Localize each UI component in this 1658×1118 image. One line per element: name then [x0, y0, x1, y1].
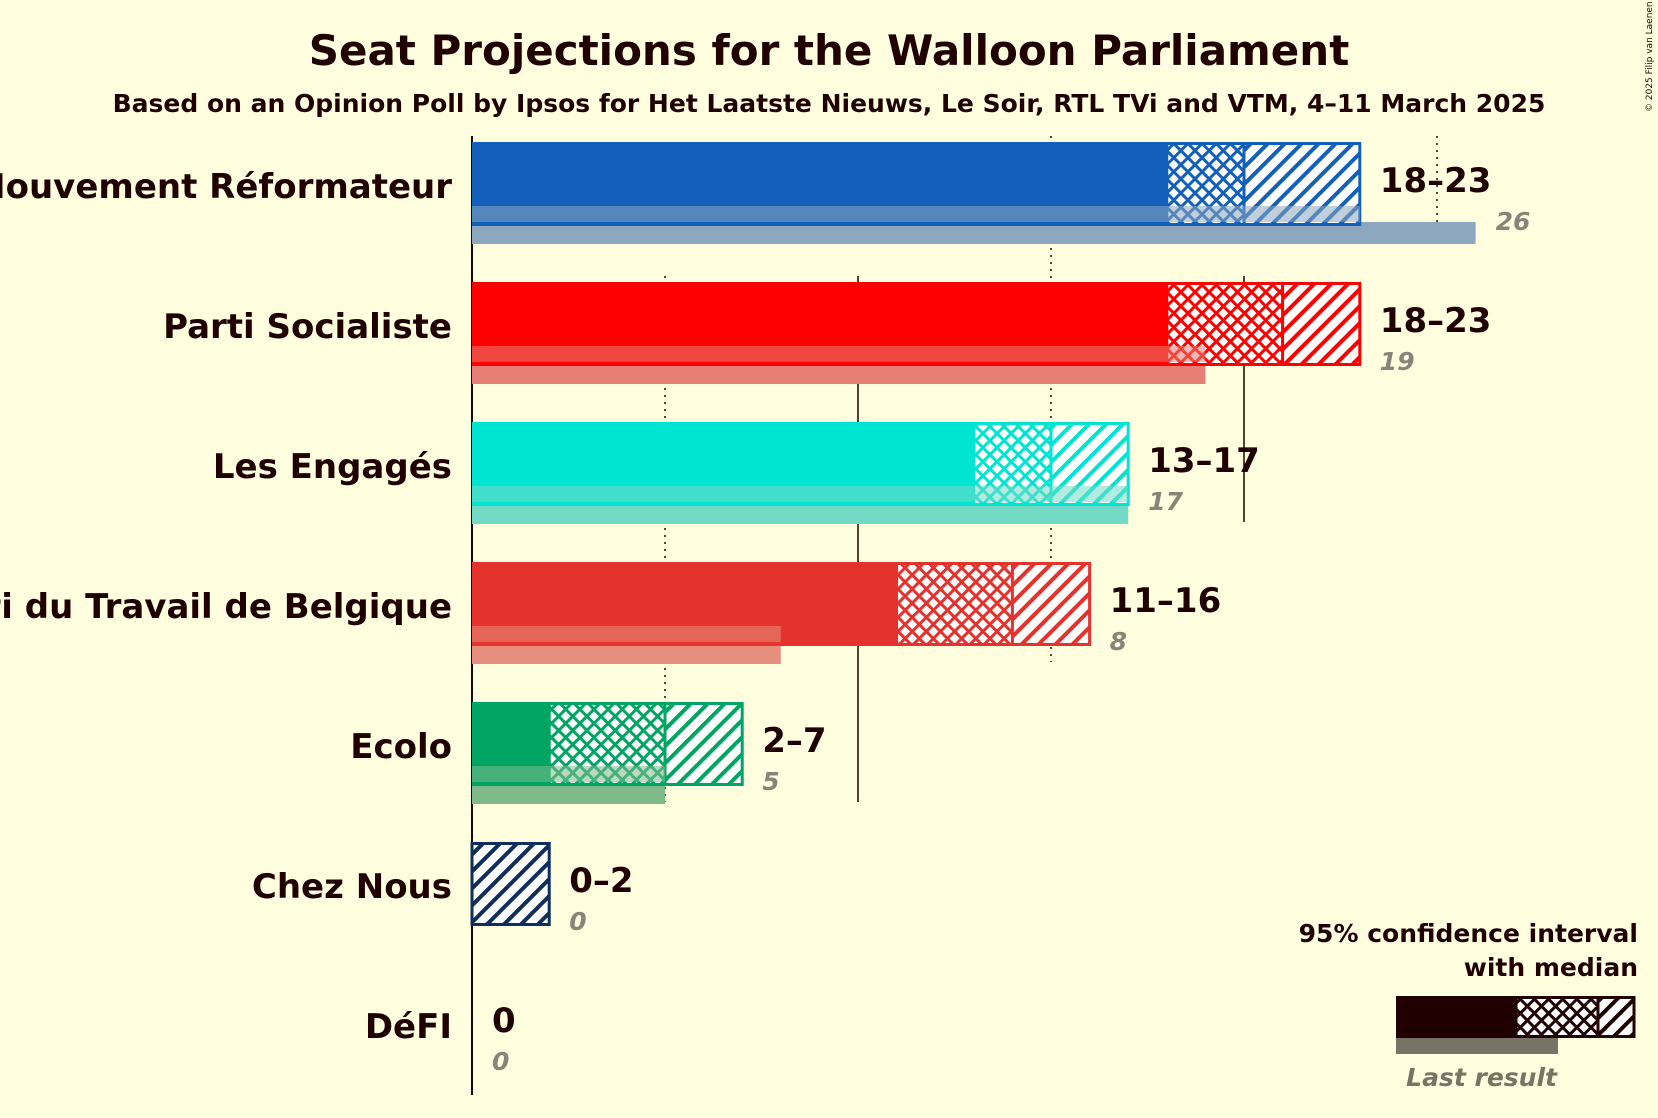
last-result-overlay — [472, 206, 1360, 222]
range-label: 2–7 — [762, 721, 826, 761]
ci-outline — [547, 702, 744, 786]
ci-outline — [470, 842, 551, 926]
last-result-label: 5 — [762, 767, 779, 796]
ci-outline — [895, 562, 1092, 646]
ci-upper-hatch — [665, 702, 743, 786]
legend-last-result-label: Last result — [1406, 1063, 1558, 1092]
legend-solid-swatch — [1396, 996, 1516, 1038]
range-label: 18–23 — [1380, 301, 1492, 341]
last-result-overlay — [472, 626, 781, 642]
legend-last-result-bar — [1396, 1034, 1558, 1054]
legend-title-line2: with median — [1464, 953, 1638, 982]
party-row: Les Engagés 13–17 17 — [213, 422, 1260, 524]
party-label: Mouvement Réformateur — [0, 167, 452, 207]
last-result-bar — [472, 502, 1129, 524]
range-label: 18–23 — [1380, 161, 1492, 201]
party-row: Ecolo 2–7 5 — [350, 702, 827, 804]
last-result-bar — [472, 222, 1476, 244]
range-label: 0–2 — [569, 861, 633, 901]
last-result-bar — [472, 362, 1206, 384]
last-result-bar — [472, 782, 665, 804]
range-label: 11–16 — [1110, 581, 1222, 621]
legend-ci-upper-swatch — [1598, 996, 1634, 1038]
ci-upper-hatch — [1282, 282, 1360, 366]
ci-upper-hatch — [472, 842, 550, 926]
party-label: Parti Socialiste — [163, 307, 452, 347]
last-result-overlay — [472, 486, 1129, 502]
last-result-label: 19 — [1380, 347, 1415, 376]
ci-outline — [1165, 142, 1362, 226]
party-label: Ecolo — [350, 727, 452, 767]
legend-ci-outline — [1514, 996, 1636, 1038]
party-row: Parti du Travail de Belgique 11–16 8 — [0, 562, 1221, 664]
party-row: Chez Nous 0–2 0 — [252, 842, 634, 936]
last-result-label: 8 — [1110, 627, 1127, 656]
legend: 95% confidence interval with median Last r… — [1299, 919, 1638, 1092]
last-result-bar — [472, 642, 781, 664]
ci-lower-hatch — [896, 562, 1013, 646]
party-row: DéFI 0 0 — [365, 1001, 516, 1076]
last-result-label: 0 — [569, 907, 586, 936]
range-label: 13–17 — [1148, 441, 1260, 481]
last-result-label: 17 — [1148, 487, 1183, 516]
last-result-overlay — [472, 766, 665, 782]
last-result-label: 26 — [1496, 207, 1531, 236]
legend-ci-lower-swatch — [1516, 996, 1598, 1038]
party-label: Les Engagés — [213, 447, 452, 487]
last-result-label: 0 — [492, 1047, 509, 1076]
ci-outline — [972, 422, 1130, 506]
party-row: Parti Socialiste 18–23 19 — [163, 282, 1491, 384]
chart-title: Seat Projections for the Walloon Parliam… — [309, 26, 1350, 75]
chart-subtitle: Based on an Opinion Poll by Ipsos for He… — [113, 89, 1546, 118]
last-result-overlay — [472, 346, 1206, 362]
copyright-note: © 2025 Filip van Laenen — [1645, 1, 1655, 112]
party-label: Chez Nous — [252, 867, 452, 907]
legend-title-line1: 95% confidence interval — [1299, 919, 1638, 948]
ci-outline — [1165, 282, 1362, 366]
ci-upper-hatch — [1012, 562, 1090, 646]
party-label: Parti du Travail de Belgique — [0, 587, 452, 627]
party-label: DéFI — [365, 1007, 452, 1047]
range-label: 0 — [492, 1001, 516, 1041]
